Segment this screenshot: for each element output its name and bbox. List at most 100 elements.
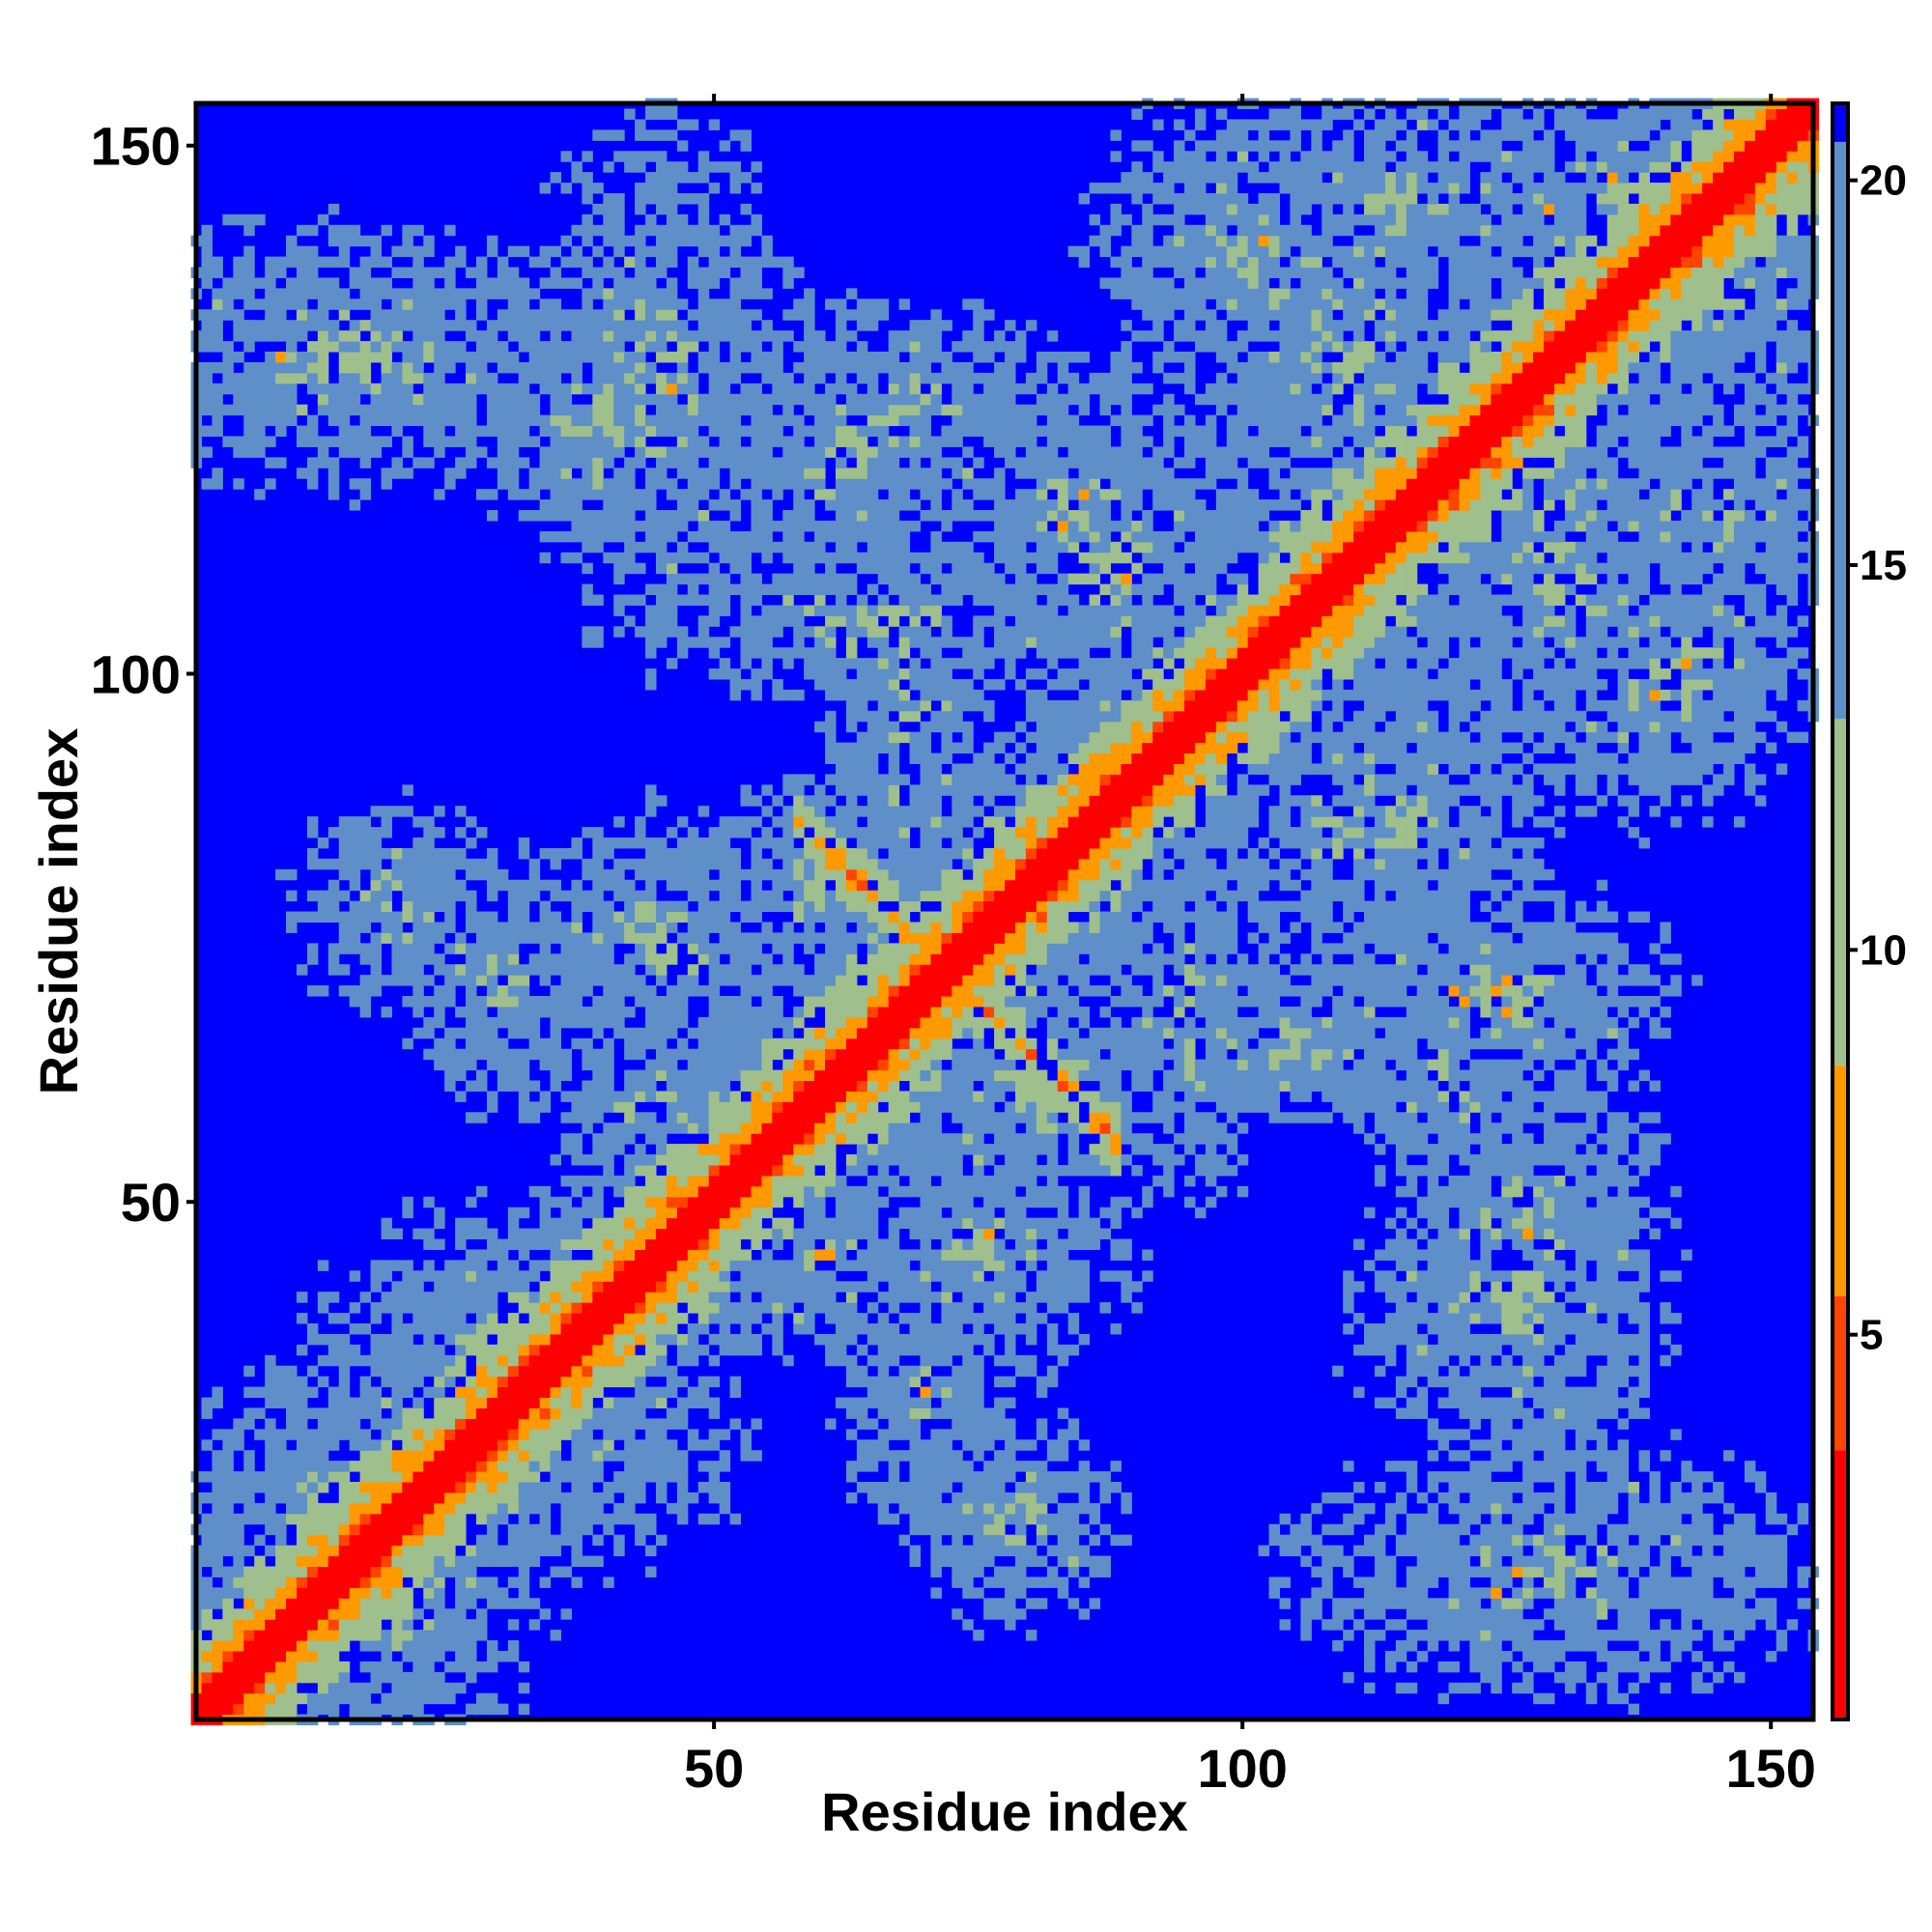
heatmap-cell xyxy=(761,1144,773,1155)
heatmap-cell xyxy=(814,890,826,902)
heatmap-cell xyxy=(296,1450,308,1462)
heatmap-cell xyxy=(804,647,815,659)
heatmap-cell xyxy=(412,1365,424,1378)
heatmap-cell xyxy=(645,1439,657,1451)
heatmap-cell xyxy=(560,341,572,353)
heatmap-cell xyxy=(338,1461,351,1472)
heatmap-cell xyxy=(402,1260,413,1271)
heatmap-cell xyxy=(359,1619,372,1631)
heatmap-cell xyxy=(613,1344,625,1356)
heatmap-cell xyxy=(603,192,614,205)
heatmap-cell xyxy=(391,1671,403,1684)
heatmap-cell xyxy=(539,922,552,933)
heatmap-cell xyxy=(740,256,752,269)
heatmap-cell xyxy=(475,1492,488,1504)
heatmap-cell xyxy=(856,837,868,849)
heatmap-cell xyxy=(571,1555,582,1568)
heatmap-cell xyxy=(635,446,646,458)
heatmap-cell xyxy=(338,372,351,384)
heatmap-cell xyxy=(888,763,900,775)
heatmap-cell xyxy=(423,393,435,406)
heatmap-cell xyxy=(243,1450,255,1462)
heatmap-cell xyxy=(888,530,900,543)
heatmap-cell xyxy=(466,1027,477,1039)
heatmap-cell xyxy=(349,943,361,954)
heatmap-cell xyxy=(708,1154,721,1166)
heatmap-cell xyxy=(825,393,837,406)
heatmap-cell xyxy=(475,446,488,458)
heatmap-cell xyxy=(444,1502,456,1515)
heatmap-cell xyxy=(793,900,805,913)
heatmap-cell xyxy=(761,932,773,944)
heatmap-cell xyxy=(560,1196,572,1208)
heatmap-cell xyxy=(624,1450,636,1462)
heatmap-cell xyxy=(233,1439,244,1451)
heatmap-cell xyxy=(666,985,678,997)
heatmap-cell xyxy=(571,1207,582,1219)
heatmap-cell xyxy=(645,341,657,353)
heatmap-cell xyxy=(592,1322,604,1335)
heatmap-cell xyxy=(888,499,900,511)
heatmap-cell xyxy=(835,996,847,1008)
heatmap-cell xyxy=(444,975,456,986)
heatmap-cell xyxy=(466,1587,477,1599)
heatmap-cell xyxy=(455,1650,467,1662)
heatmap-cell xyxy=(349,1397,361,1408)
heatmap-cell xyxy=(466,1545,477,1557)
heatmap-cell xyxy=(518,1682,530,1694)
heatmap-cell xyxy=(613,1429,625,1440)
heatmap-cell xyxy=(782,468,794,479)
heatmap-cell xyxy=(370,900,383,913)
heatmap-cell xyxy=(507,1471,520,1483)
heatmap-cell xyxy=(455,1577,467,1588)
heatmap-cell xyxy=(507,1048,520,1061)
heatmap-cell xyxy=(676,372,689,384)
heatmap-cell xyxy=(825,900,837,913)
heatmap-cell xyxy=(338,1598,351,1609)
heatmap-cell xyxy=(825,562,837,575)
heatmap-cell xyxy=(825,1122,837,1134)
heatmap-cell xyxy=(666,256,678,269)
heatmap-cell xyxy=(697,1048,710,1061)
heatmap-cell xyxy=(275,1661,287,1673)
heatmap-cell xyxy=(624,478,636,490)
heatmap-cell xyxy=(740,1333,752,1346)
heatmap-cell xyxy=(772,1112,783,1123)
heatmap-cell xyxy=(687,1144,699,1155)
heatmap-cell xyxy=(233,372,244,384)
heatmap-cell xyxy=(560,414,572,427)
heatmap-cell xyxy=(676,911,689,923)
heatmap-cell xyxy=(497,404,509,416)
heatmap-cell xyxy=(888,1418,900,1430)
heatmap-cell xyxy=(243,267,255,278)
heatmap-cell xyxy=(772,393,783,406)
heatmap-cell xyxy=(550,361,562,374)
heatmap-cell xyxy=(888,816,900,828)
heatmap-cell xyxy=(719,499,731,511)
heatmap-cell xyxy=(676,510,689,522)
heatmap-cell xyxy=(582,383,593,395)
heatmap-cell xyxy=(286,1376,298,1388)
heatmap-cell xyxy=(475,1608,488,1620)
heatmap-cell xyxy=(486,1692,498,1705)
heatmap-cell xyxy=(550,245,562,258)
heatmap-cell xyxy=(306,468,319,479)
heatmap-cell xyxy=(338,1555,351,1568)
heatmap-cell xyxy=(466,288,477,299)
heatmap-cell xyxy=(751,1027,762,1039)
heatmap-cell xyxy=(560,1608,572,1620)
heatmap-cell xyxy=(550,352,562,363)
heatmap-cell xyxy=(381,1566,392,1577)
heatmap-cell xyxy=(603,1450,614,1462)
heatmap-cell xyxy=(635,1112,646,1123)
heatmap-cell xyxy=(486,425,498,437)
heatmap-cell xyxy=(338,1545,351,1557)
heatmap-cell xyxy=(804,943,815,954)
heatmap-cell xyxy=(306,478,319,490)
heatmap-cell xyxy=(687,383,699,395)
heatmap-cell xyxy=(582,288,593,299)
heatmap-cell xyxy=(327,1682,340,1694)
heatmap-cell xyxy=(201,330,213,342)
heatmap-cell xyxy=(592,1154,604,1166)
heatmap-cell xyxy=(592,183,604,194)
